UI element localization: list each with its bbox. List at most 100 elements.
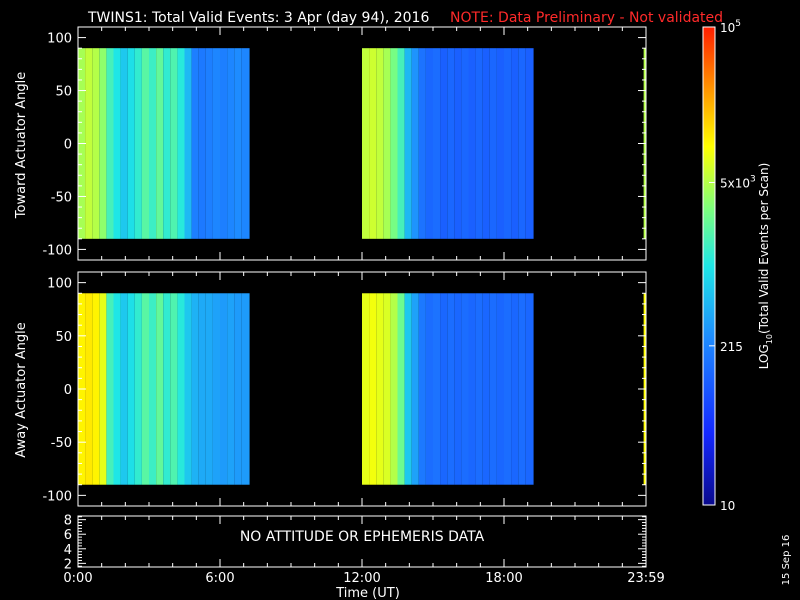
away-heatmap-cell: [234, 293, 242, 485]
toward-heatmap-cell: [362, 48, 370, 239]
away-heatmap-cell: [489, 293, 497, 485]
toward-heatmap-cell: [227, 48, 235, 239]
away-heatmap-cell: [411, 293, 419, 485]
toward-heatmap-cell: [511, 48, 519, 239]
toward-heatmap-cell: [475, 48, 483, 239]
x-tick-label: 12:00: [343, 571, 380, 586]
away-heatmap-cell: [440, 293, 448, 485]
toward-heatmap-cell: [440, 48, 448, 239]
away-heatmap-cell: [482, 293, 490, 485]
away-ytick-label: 100: [47, 277, 72, 292]
away-heatmap-cell: [383, 293, 391, 485]
away-heatmap-cell: [447, 293, 455, 485]
away-heatmap-cell: [92, 293, 100, 485]
toward-heatmap-cell: [141, 48, 149, 239]
toward-heatmap-cell: [376, 48, 384, 239]
away-heatmap-cell: [163, 293, 171, 485]
away-heatmap-cell: [475, 293, 483, 485]
figure-title: TWINS1: Total Valid Events: 3 Apr (day 9…: [87, 10, 429, 26]
toward-heatmap-cell: [212, 48, 220, 239]
away-heatmap-cell: [369, 293, 377, 485]
toward-heatmap-cell: [390, 48, 398, 239]
toward-ytick-label: 0: [64, 138, 72, 153]
toward-heatmap-cell: [418, 48, 426, 239]
toward-heatmap-cell: [134, 48, 142, 239]
away-ytick-label: 50: [55, 330, 72, 345]
away-heatmap-cell: [205, 293, 213, 485]
toward-heatmap-cell: [518, 48, 526, 239]
toward-heatmap-cell: [411, 48, 419, 239]
away-heatmap-cell: [397, 293, 405, 485]
toward-heatmap-cell: [241, 48, 250, 239]
away-heatmap-cell: [461, 293, 469, 485]
toward-heatmap-cell: [205, 48, 213, 239]
away-heatmap-cell: [433, 293, 441, 485]
away-heatmap-cell: [99, 293, 107, 485]
toward-heatmap-cell: [433, 48, 441, 239]
away-heatmap-cell: [418, 293, 426, 485]
toward-heatmap-cell: [397, 48, 405, 239]
away-heatmap-cell: [518, 293, 526, 485]
away-heatmap-cell: [212, 293, 220, 485]
toward-heatmap-cell: [425, 48, 433, 239]
x-axis-label: Time (UT): [335, 586, 400, 600]
toward-heatmap-cell: [156, 48, 164, 239]
attitude-ytick-label: 2: [64, 557, 72, 572]
toward-heatmap-cell: [127, 48, 135, 239]
toward-heatmap-cell: [496, 48, 504, 239]
side-date: 15 Sep 16: [781, 535, 792, 586]
toward-heatmap-cell: [149, 48, 157, 239]
toward-heatmap-cell: [468, 48, 476, 239]
away-heatmap-cell: [525, 293, 534, 485]
away-ylabel: Away Actuator Angle: [14, 322, 29, 457]
away-panel: 100 50 0 -50 -100: [42, 271, 647, 507]
toward-heatmap-cell: [106, 48, 114, 239]
attitude-ytick-label: 8: [64, 514, 72, 529]
toward-heatmap-cell: [191, 48, 199, 239]
away-ytick-label: -50: [51, 436, 72, 451]
toward-heatmap-cell: [198, 48, 206, 239]
colorbar-ticks: 105 5x103 215 10: [709, 19, 756, 513]
away-heatmap-cell: [177, 293, 185, 485]
away-heatmap-cell: [390, 293, 398, 485]
away-heatmap-cell: [106, 293, 114, 485]
away-heatmap-cell: [504, 293, 512, 485]
away-heatmap-cell: [468, 293, 476, 485]
away-heatmap-cell: [425, 293, 433, 485]
away-heatmap-cell: [198, 293, 206, 485]
colorbar-tick-label: 10: [720, 499, 735, 513]
toward-ylabel: Toward Actuator Angle: [14, 72, 29, 219]
x-tick-label: 18:00: [485, 571, 522, 586]
attitude-ytick-label: 4: [64, 543, 72, 558]
toward-heatmap-cell: [184, 48, 192, 239]
away-heatmap-cell: [141, 293, 149, 485]
toward-heatmap-cell: [482, 48, 490, 239]
toward-heatmap-cell: [170, 48, 178, 239]
toward-heatmap-cell: [504, 48, 512, 239]
colorbar-tick-label: 215: [720, 340, 743, 354]
toward-heatmap-cell: [234, 48, 242, 239]
x-tick-label: 6:00: [205, 571, 234, 586]
toward-heatmap-cell: [220, 48, 228, 239]
attitude-ytick-label: 6: [64, 528, 72, 543]
toward-heatmap-cell: [489, 48, 497, 239]
x-tick-label: 23:59: [627, 571, 664, 586]
toward-heatmap-cell: [525, 48, 534, 239]
away-heatmap-cell: [113, 293, 121, 485]
toward-heatmap-cell: [454, 48, 462, 239]
away-ytick-label: 0: [64, 383, 72, 398]
toward-heatmap-cell: [92, 48, 100, 239]
preliminary-note: NOTE: Data Preliminary - Not validated: [450, 10, 723, 26]
away-heatmap-cell: [191, 293, 199, 485]
away-heatmap-cell: [362, 293, 370, 485]
toward-ytick-label: -50: [51, 190, 72, 205]
toward-heatmap-cell: [461, 48, 469, 239]
away-heatmap-cell: [496, 293, 504, 485]
away-heatmap-cell: [227, 293, 235, 485]
x-tick-label: 0:00: [63, 571, 92, 586]
away-heatmap-cell: [134, 293, 142, 485]
away-heatmap-cell: [184, 293, 192, 485]
toward-heatmap-cell: [113, 48, 121, 239]
